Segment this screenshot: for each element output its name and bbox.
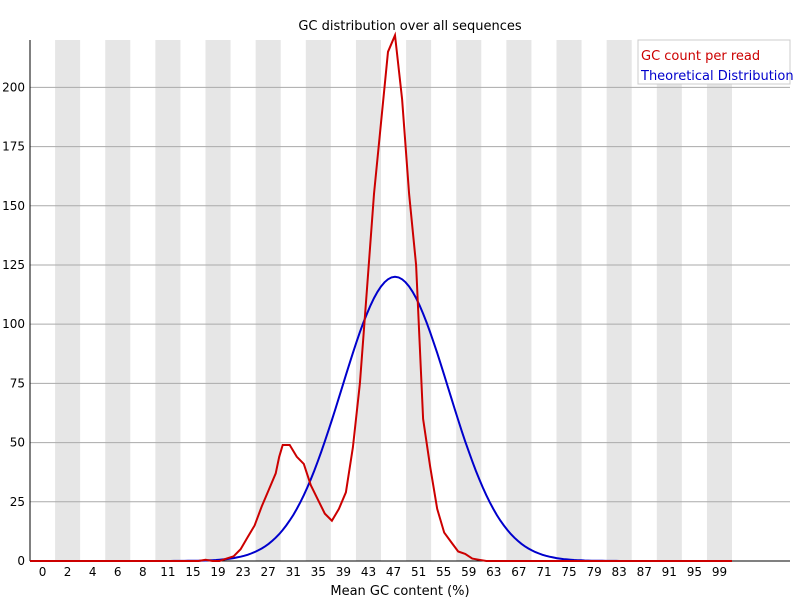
x-tick-label: 35: [311, 565, 326, 579]
y-tick-label: 50: [10, 436, 25, 450]
x-tick-label: 79: [586, 565, 601, 579]
legend-box: [637, 39, 791, 85]
x-tick-label: 55: [436, 565, 451, 579]
x-tick-label: 75: [561, 565, 576, 579]
x-tick-label: 19: [210, 565, 225, 579]
x-tick-label: 8: [139, 565, 147, 579]
x-tick-label: 99: [712, 565, 727, 579]
vertical-band: [556, 40, 582, 561]
x-tick-label: 43: [361, 565, 376, 579]
chart-title: GC distribution over all sequences: [298, 19, 522, 34]
vertical-band: [606, 40, 632, 561]
y-tick-label: 25: [10, 495, 25, 509]
x-tick-label: 71: [536, 565, 551, 579]
vertical-band: [305, 40, 331, 561]
x-tick-label: 11: [160, 565, 175, 579]
x-tick-label: 47: [386, 565, 401, 579]
x-tick-label: 39: [336, 565, 351, 579]
y-tick-label: 100: [2, 317, 25, 331]
x-tick-label: 67: [511, 565, 526, 579]
x-tick-label: 0: [39, 565, 47, 579]
x-tick-label: 31: [286, 565, 301, 579]
vertical-band: [155, 40, 181, 561]
y-tick-label: 150: [2, 199, 25, 213]
vertical-band: [706, 40, 732, 561]
vertical-band: [506, 40, 532, 561]
legend: GC count per read Theoretical Distributi…: [637, 39, 794, 85]
y-tick-label: 75: [10, 376, 25, 390]
x-tick-label: 91: [662, 565, 677, 579]
series-lines: [30, 31, 732, 562]
x-tick-label: 2: [64, 565, 72, 579]
series-line-gc-count-per-read: [30, 31, 732, 562]
vertical-band: [456, 40, 482, 561]
x-tick-label: 87: [637, 565, 652, 579]
x-tick-label: 15: [185, 565, 200, 579]
vertical-bands: [55, 40, 732, 561]
vertical-band: [355, 40, 381, 561]
y-tick-label: 200: [2, 80, 25, 94]
x-tick-label: 83: [612, 565, 627, 579]
vertical-band: [55, 40, 81, 561]
x-tick-label: 4: [89, 565, 97, 579]
x-tick-label: 63: [486, 565, 501, 579]
legend-item-theoretical: Theoretical Distribution: [640, 69, 794, 84]
y-tick-label: 0: [17, 554, 25, 568]
vertical-band: [205, 40, 231, 561]
vertical-band: [105, 40, 131, 561]
x-tick-label: 23: [235, 565, 250, 579]
legend-item-gc-count: GC count per read: [641, 49, 760, 64]
x-tick-labels: 0 2 4 6 8 11 15 19 23 27 31 35 39 43 47 51 55 59 63 67 71 75 7…: [39, 565, 727, 579]
x-tick-label: 27: [261, 565, 276, 579]
y-tick-label: 175: [2, 140, 25, 154]
y-tick-label: 125: [2, 258, 25, 272]
vertical-band: [255, 40, 281, 561]
x-tick-label: 51: [411, 565, 426, 579]
x-axis-label: Mean GC content (%): [330, 584, 469, 599]
y-tick-labels: 0 25 50 75 100 125 150 175 200: [2, 80, 25, 568]
x-tick-label: 95: [687, 565, 702, 579]
vertical-band: [656, 40, 682, 561]
x-tick-label: 6: [114, 565, 122, 579]
x-tick-label: 59: [461, 565, 476, 579]
